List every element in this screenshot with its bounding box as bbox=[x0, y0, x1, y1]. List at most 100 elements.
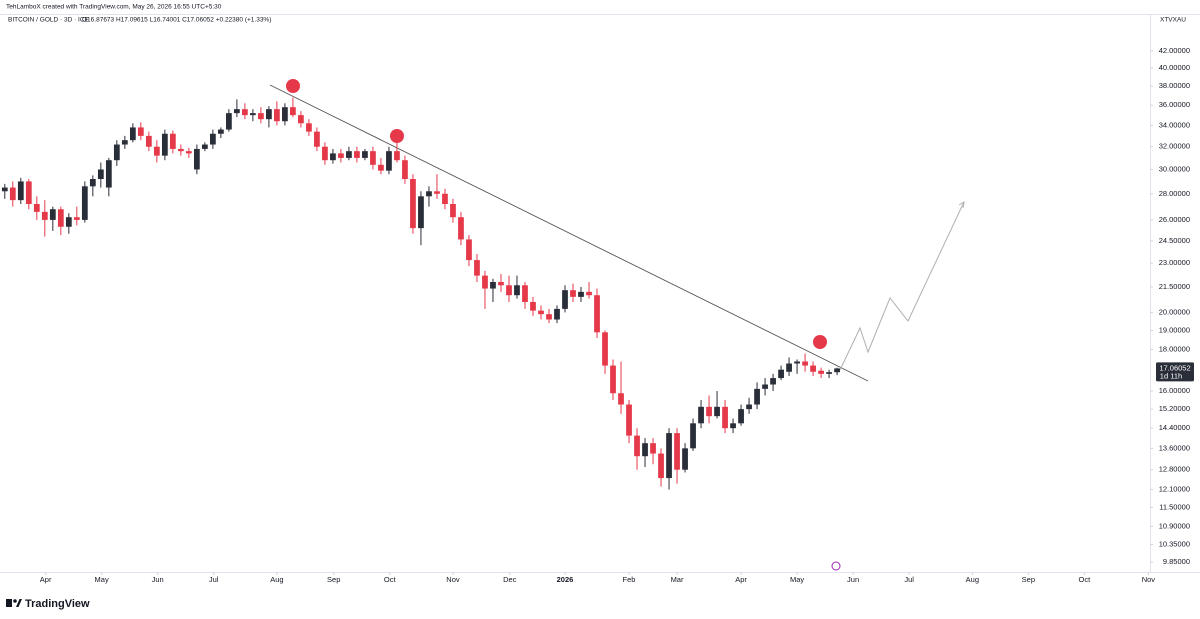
candle-body bbox=[690, 423, 696, 449]
candle-body bbox=[810, 365, 816, 372]
x-tick-label: Aug bbox=[966, 575, 979, 584]
candle-body bbox=[73, 217, 80, 220]
candle-body bbox=[1, 187, 8, 192]
candle-body bbox=[49, 209, 56, 220]
candle-body bbox=[314, 131, 320, 147]
axes: 42.00000 40.00000 38.00000 36.00000 34.00000… bbox=[40, 46, 1190, 584]
candle-body bbox=[105, 160, 112, 188]
candle-body bbox=[634, 435, 640, 457]
logo: TradingView bbox=[6, 598, 90, 610]
symbol-code: XTVXAU bbox=[1160, 17, 1186, 24]
candle-body bbox=[754, 388, 760, 405]
y-tick-label: 15.20000 bbox=[1159, 404, 1190, 413]
candle-body bbox=[274, 109, 280, 122]
candle-body bbox=[482, 275, 488, 289]
x-tick-label: Nov bbox=[446, 575, 460, 584]
y-tick-label: 14.40000 bbox=[1159, 423, 1190, 432]
candle-body bbox=[378, 164, 384, 171]
y-tick-label: 21.50000 bbox=[1159, 282, 1190, 291]
candle-body bbox=[434, 191, 440, 194]
y-tick-label: 23.00000 bbox=[1159, 258, 1190, 267]
x-tick-label: Jun bbox=[152, 575, 164, 584]
candle-body bbox=[193, 148, 200, 170]
y-tick-label: 34.00000 bbox=[1159, 120, 1190, 129]
x-tick-label: Jul bbox=[904, 575, 914, 584]
candle-body bbox=[834, 368, 840, 373]
y-tick-label: 16.00000 bbox=[1159, 386, 1190, 395]
candle-body bbox=[177, 148, 184, 152]
candle-body bbox=[338, 153, 344, 158]
candle-body bbox=[65, 217, 72, 227]
candle-body bbox=[714, 406, 720, 417]
x-tick-label: Jul bbox=[209, 575, 219, 584]
candle-body bbox=[97, 169, 104, 180]
y-tick-label: 10.90000 bbox=[1159, 521, 1190, 530]
y-tick-label: 10.35000 bbox=[1159, 540, 1190, 549]
x-tick-label: Sep bbox=[1022, 575, 1035, 584]
y-tick-label: 12.10000 bbox=[1159, 485, 1190, 494]
y-tick-label: 26.00000 bbox=[1159, 215, 1190, 224]
y-tick-label: 18.00000 bbox=[1159, 345, 1190, 354]
candle-body bbox=[570, 290, 576, 297]
candle-body bbox=[498, 282, 504, 286]
candle-body bbox=[818, 370, 824, 374]
candle-body bbox=[306, 123, 312, 132]
candle-body bbox=[602, 332, 608, 366]
touch-marker bbox=[390, 129, 404, 143]
candle-body bbox=[762, 384, 768, 389]
candle-body bbox=[81, 186, 88, 220]
candle-body bbox=[169, 133, 176, 149]
y-tick-label: 12.80000 bbox=[1159, 465, 1190, 474]
x-tick-label: Nov bbox=[1142, 575, 1156, 584]
y-tick-label: 30.00000 bbox=[1159, 164, 1190, 173]
y-tick-label: 36.00000 bbox=[1159, 100, 1190, 109]
watermark: TehLamboX created with TradingView.com, … bbox=[6, 4, 222, 11]
candle-body bbox=[225, 113, 232, 130]
logo-text: TradingView bbox=[25, 598, 90, 610]
candle-body bbox=[370, 151, 376, 165]
trend-line bbox=[269, 84, 869, 382]
x-tick-label: May bbox=[95, 575, 109, 584]
candle-body bbox=[362, 151, 368, 158]
y-tick-label: 28.00000 bbox=[1159, 189, 1190, 198]
candle-body bbox=[642, 443, 648, 457]
touch-marker bbox=[813, 335, 827, 349]
candle-body bbox=[442, 193, 448, 205]
x-tick-label: Apr bbox=[735, 575, 747, 584]
candle-body bbox=[554, 308, 560, 320]
candle-body bbox=[618, 393, 624, 405]
candle-body bbox=[722, 406, 728, 429]
candle-body bbox=[394, 151, 400, 161]
candle-body bbox=[250, 113, 256, 116]
x-tick-label: 2026 bbox=[557, 575, 574, 584]
y-tick-label: 24.50000 bbox=[1159, 236, 1190, 245]
candle-body bbox=[9, 187, 16, 201]
candle-body bbox=[161, 133, 168, 156]
x-tick-label: Oct bbox=[384, 575, 397, 584]
last-price-box bbox=[1156, 362, 1194, 382]
candle-body bbox=[522, 285, 528, 302]
candle-body bbox=[346, 151, 352, 158]
candle-body bbox=[794, 361, 800, 364]
candle-body bbox=[538, 310, 544, 315]
candle-body bbox=[458, 217, 464, 240]
candle-body bbox=[730, 423, 736, 429]
y-tick-label: 9.85000 bbox=[1163, 557, 1190, 566]
candle-body bbox=[290, 107, 296, 116]
candle-body bbox=[682, 448, 688, 470]
candle-body bbox=[402, 160, 408, 180]
candle-body bbox=[386, 151, 392, 171]
candle-body bbox=[354, 151, 360, 158]
candle-body bbox=[17, 181, 24, 201]
y-tick-label: 40.00000 bbox=[1159, 63, 1190, 72]
x-tick-label: Feb bbox=[623, 575, 636, 584]
y-tick-label: 19.00000 bbox=[1159, 325, 1190, 334]
candle-body bbox=[586, 291, 592, 296]
ohlc-legend: O16.87673 H17.09615 L16.74001 C17.06052 … bbox=[82, 17, 271, 24]
symbol-title: BITCOIN / GOLD · 3D · ICE bbox=[8, 17, 90, 24]
candle-body bbox=[89, 179, 96, 187]
x-tick-label: Jun bbox=[847, 575, 859, 584]
